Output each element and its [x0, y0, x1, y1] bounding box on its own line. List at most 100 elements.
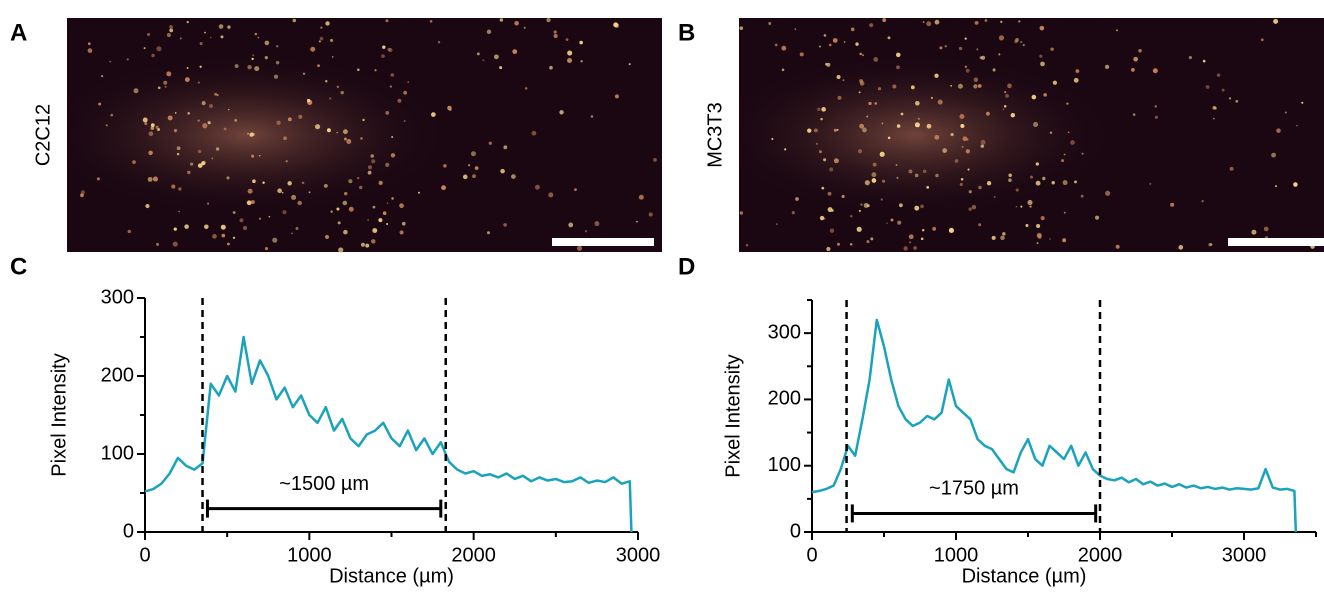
speckle: [197, 149, 202, 154]
speckle: [166, 32, 171, 38]
speckle: [179, 37, 182, 40]
x-tick-label: 3000: [616, 544, 661, 566]
speckle: [1051, 181, 1055, 185]
speckle: [348, 206, 354, 212]
speckle: [385, 19, 389, 23]
speckle: [1276, 128, 1281, 133]
speckle: [156, 46, 162, 52]
speckle: [381, 54, 385, 59]
y-tick-label: 100: [101, 442, 134, 464]
speckle: [819, 150, 822, 154]
speckle: [258, 154, 261, 157]
speckle: [227, 25, 231, 29]
speckle: [362, 118, 365, 122]
speckle: [1020, 205, 1023, 208]
speckle: [371, 239, 376, 244]
speckle: [837, 95, 842, 100]
speckle: [871, 172, 877, 178]
speckle: [1284, 111, 1287, 114]
speckle: [958, 46, 963, 51]
speckle: [1030, 175, 1033, 179]
speckle: [317, 64, 320, 68]
speckle: [1263, 226, 1269, 232]
speckle: [576, 245, 583, 251]
speckle: [829, 167, 834, 172]
speckle: [1022, 44, 1025, 47]
speckle: [1210, 243, 1213, 246]
speckle: [207, 121, 211, 125]
speckle: [184, 77, 190, 82]
speckle: [567, 57, 573, 64]
speckle: [514, 21, 519, 26]
speckle: [776, 223, 778, 226]
speckle: [202, 123, 208, 129]
speckle: [879, 151, 885, 157]
speckle: [251, 57, 254, 61]
speckle: [827, 191, 832, 196]
speckle: [584, 230, 588, 233]
speckle: [221, 233, 226, 238]
speckle: [486, 231, 490, 235]
speckle: [1170, 202, 1175, 207]
panel-label: D: [678, 253, 695, 280]
speckle: [954, 159, 959, 163]
speckle: [565, 38, 569, 41]
y-tick-label: 300: [768, 321, 801, 343]
speckle: [340, 90, 344, 95]
speckle: [1070, 140, 1075, 145]
speckle: [399, 230, 404, 235]
speckle: [336, 85, 340, 89]
speckle: [568, 222, 574, 228]
row-label: MC3T3: [704, 102, 726, 168]
y-tick-label: 100: [768, 454, 801, 476]
speckle: [470, 151, 476, 157]
speckle: [186, 20, 189, 24]
speckle: [87, 48, 93, 53]
speckle: [895, 52, 901, 58]
speckle: [342, 129, 348, 135]
speckle: [636, 220, 638, 223]
speckle: [886, 222, 888, 225]
speckle: [896, 65, 900, 70]
speckle: [829, 228, 835, 233]
speckle: [781, 45, 787, 51]
speckle: [580, 60, 583, 63]
speckle: [389, 85, 393, 88]
speckle: [866, 240, 870, 244]
speckle: [961, 145, 964, 148]
speckle: [308, 191, 311, 194]
speckle: [1104, 64, 1110, 70]
speckle: [887, 136, 891, 140]
speckle: [197, 81, 200, 84]
speckle: [275, 60, 280, 65]
speckle: [825, 62, 828, 66]
speckle: [590, 115, 594, 118]
speckle: [1008, 173, 1012, 178]
speckle: [1029, 205, 1032, 208]
speckle: [232, 236, 236, 239]
speckle: [771, 138, 774, 141]
speckle: [909, 241, 912, 244]
speckle: [908, 169, 913, 174]
speckle: [882, 179, 886, 183]
speckle: [850, 27, 855, 32]
speckle: [836, 128, 839, 131]
speckle: [1212, 117, 1215, 120]
speckle: [249, 132, 254, 137]
speckle: [858, 91, 861, 94]
speckle: [745, 244, 749, 247]
speckle: [869, 23, 874, 28]
speckle: [836, 242, 840, 246]
speckle: [859, 52, 862, 56]
speckle: [1036, 242, 1039, 245]
speckle: [1293, 182, 1298, 187]
speckle: [150, 123, 155, 128]
speckle: [960, 123, 965, 128]
speckle: [833, 128, 837, 132]
speckle: [948, 227, 954, 234]
speckle: [992, 68, 996, 72]
speckle: [832, 38, 838, 43]
speckle: [980, 144, 984, 148]
y-tick-label: 200: [768, 388, 801, 410]
speckle: [387, 47, 391, 52]
